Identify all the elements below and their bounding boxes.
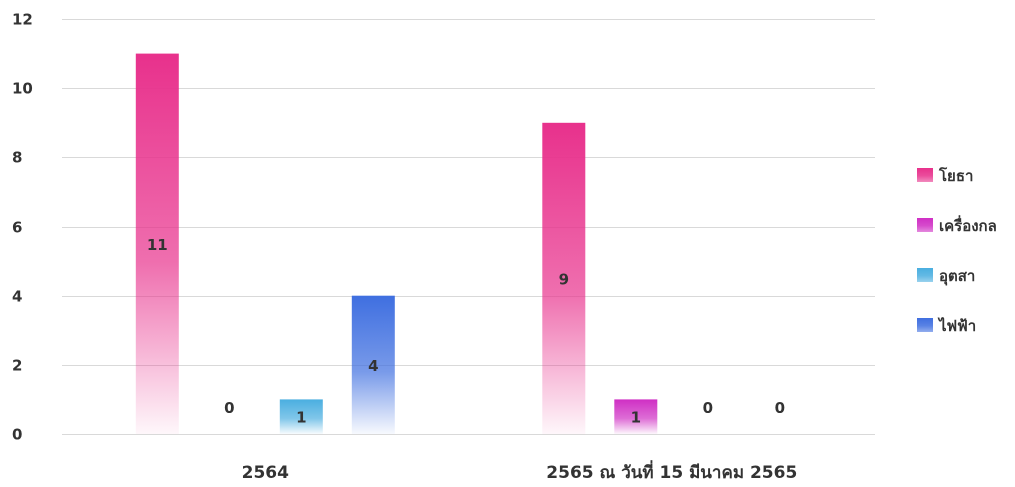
data-label: 0: [703, 399, 713, 417]
data-label: 11: [147, 236, 168, 254]
bar: [542, 122, 586, 435]
y-tick-label: 4: [12, 288, 22, 306]
y-tick-label: 2: [12, 357, 22, 375]
data-label: 9: [559, 270, 569, 288]
bar: [135, 53, 179, 434]
legend-item[interactable]: เครื่องกล: [917, 215, 997, 235]
y-tick-label: 12: [12, 11, 33, 29]
data-labels: 11 0 1 4 9 1 0 0: [147, 236, 785, 427]
legend-label: โยธา: [938, 166, 973, 185]
bars: [135, 53, 658, 435]
grid: [62, 19, 875, 435]
legend-swatch-fill: [917, 168, 933, 182]
legend-label: เครื่องกล: [939, 215, 997, 235]
bar: [279, 399, 323, 434]
data-label: 0: [224, 399, 234, 417]
x-category-label: 2564: [242, 463, 289, 483]
data-label: 1: [296, 409, 306, 427]
bar: [351, 295, 395, 434]
data-label: 4: [368, 357, 378, 375]
y-axis-ticks: 0 2 4 6 8 10 12: [12, 11, 33, 444]
x-category-label: 2565 ณ วันที่ 15 มีนาคม 2565: [546, 460, 797, 483]
y-tick-label: 6: [12, 219, 22, 237]
bar: [614, 399, 658, 434]
data-label: 1: [631, 409, 641, 427]
legend-label: ไฟฟ้า: [937, 316, 976, 335]
y-tick-label: 8: [12, 149, 22, 167]
y-tick-label: 0: [12, 426, 22, 444]
legend-item[interactable]: อุตสา: [917, 267, 975, 286]
legend-item[interactable]: โยธา: [917, 166, 973, 185]
legend-swatch-fill: [917, 318, 933, 332]
legend-swatch-fill: [917, 268, 933, 282]
x-axis-categories: 2564 2565 ณ วันที่ 15 มีนาคม 2565: [242, 460, 798, 483]
legend-item[interactable]: ไฟฟ้า: [917, 316, 976, 335]
legend-label: อุตสา: [939, 267, 975, 286]
data-label: 0: [775, 399, 785, 417]
legend-swatch-fill: [917, 218, 933, 232]
y-tick-label: 10: [12, 80, 33, 98]
